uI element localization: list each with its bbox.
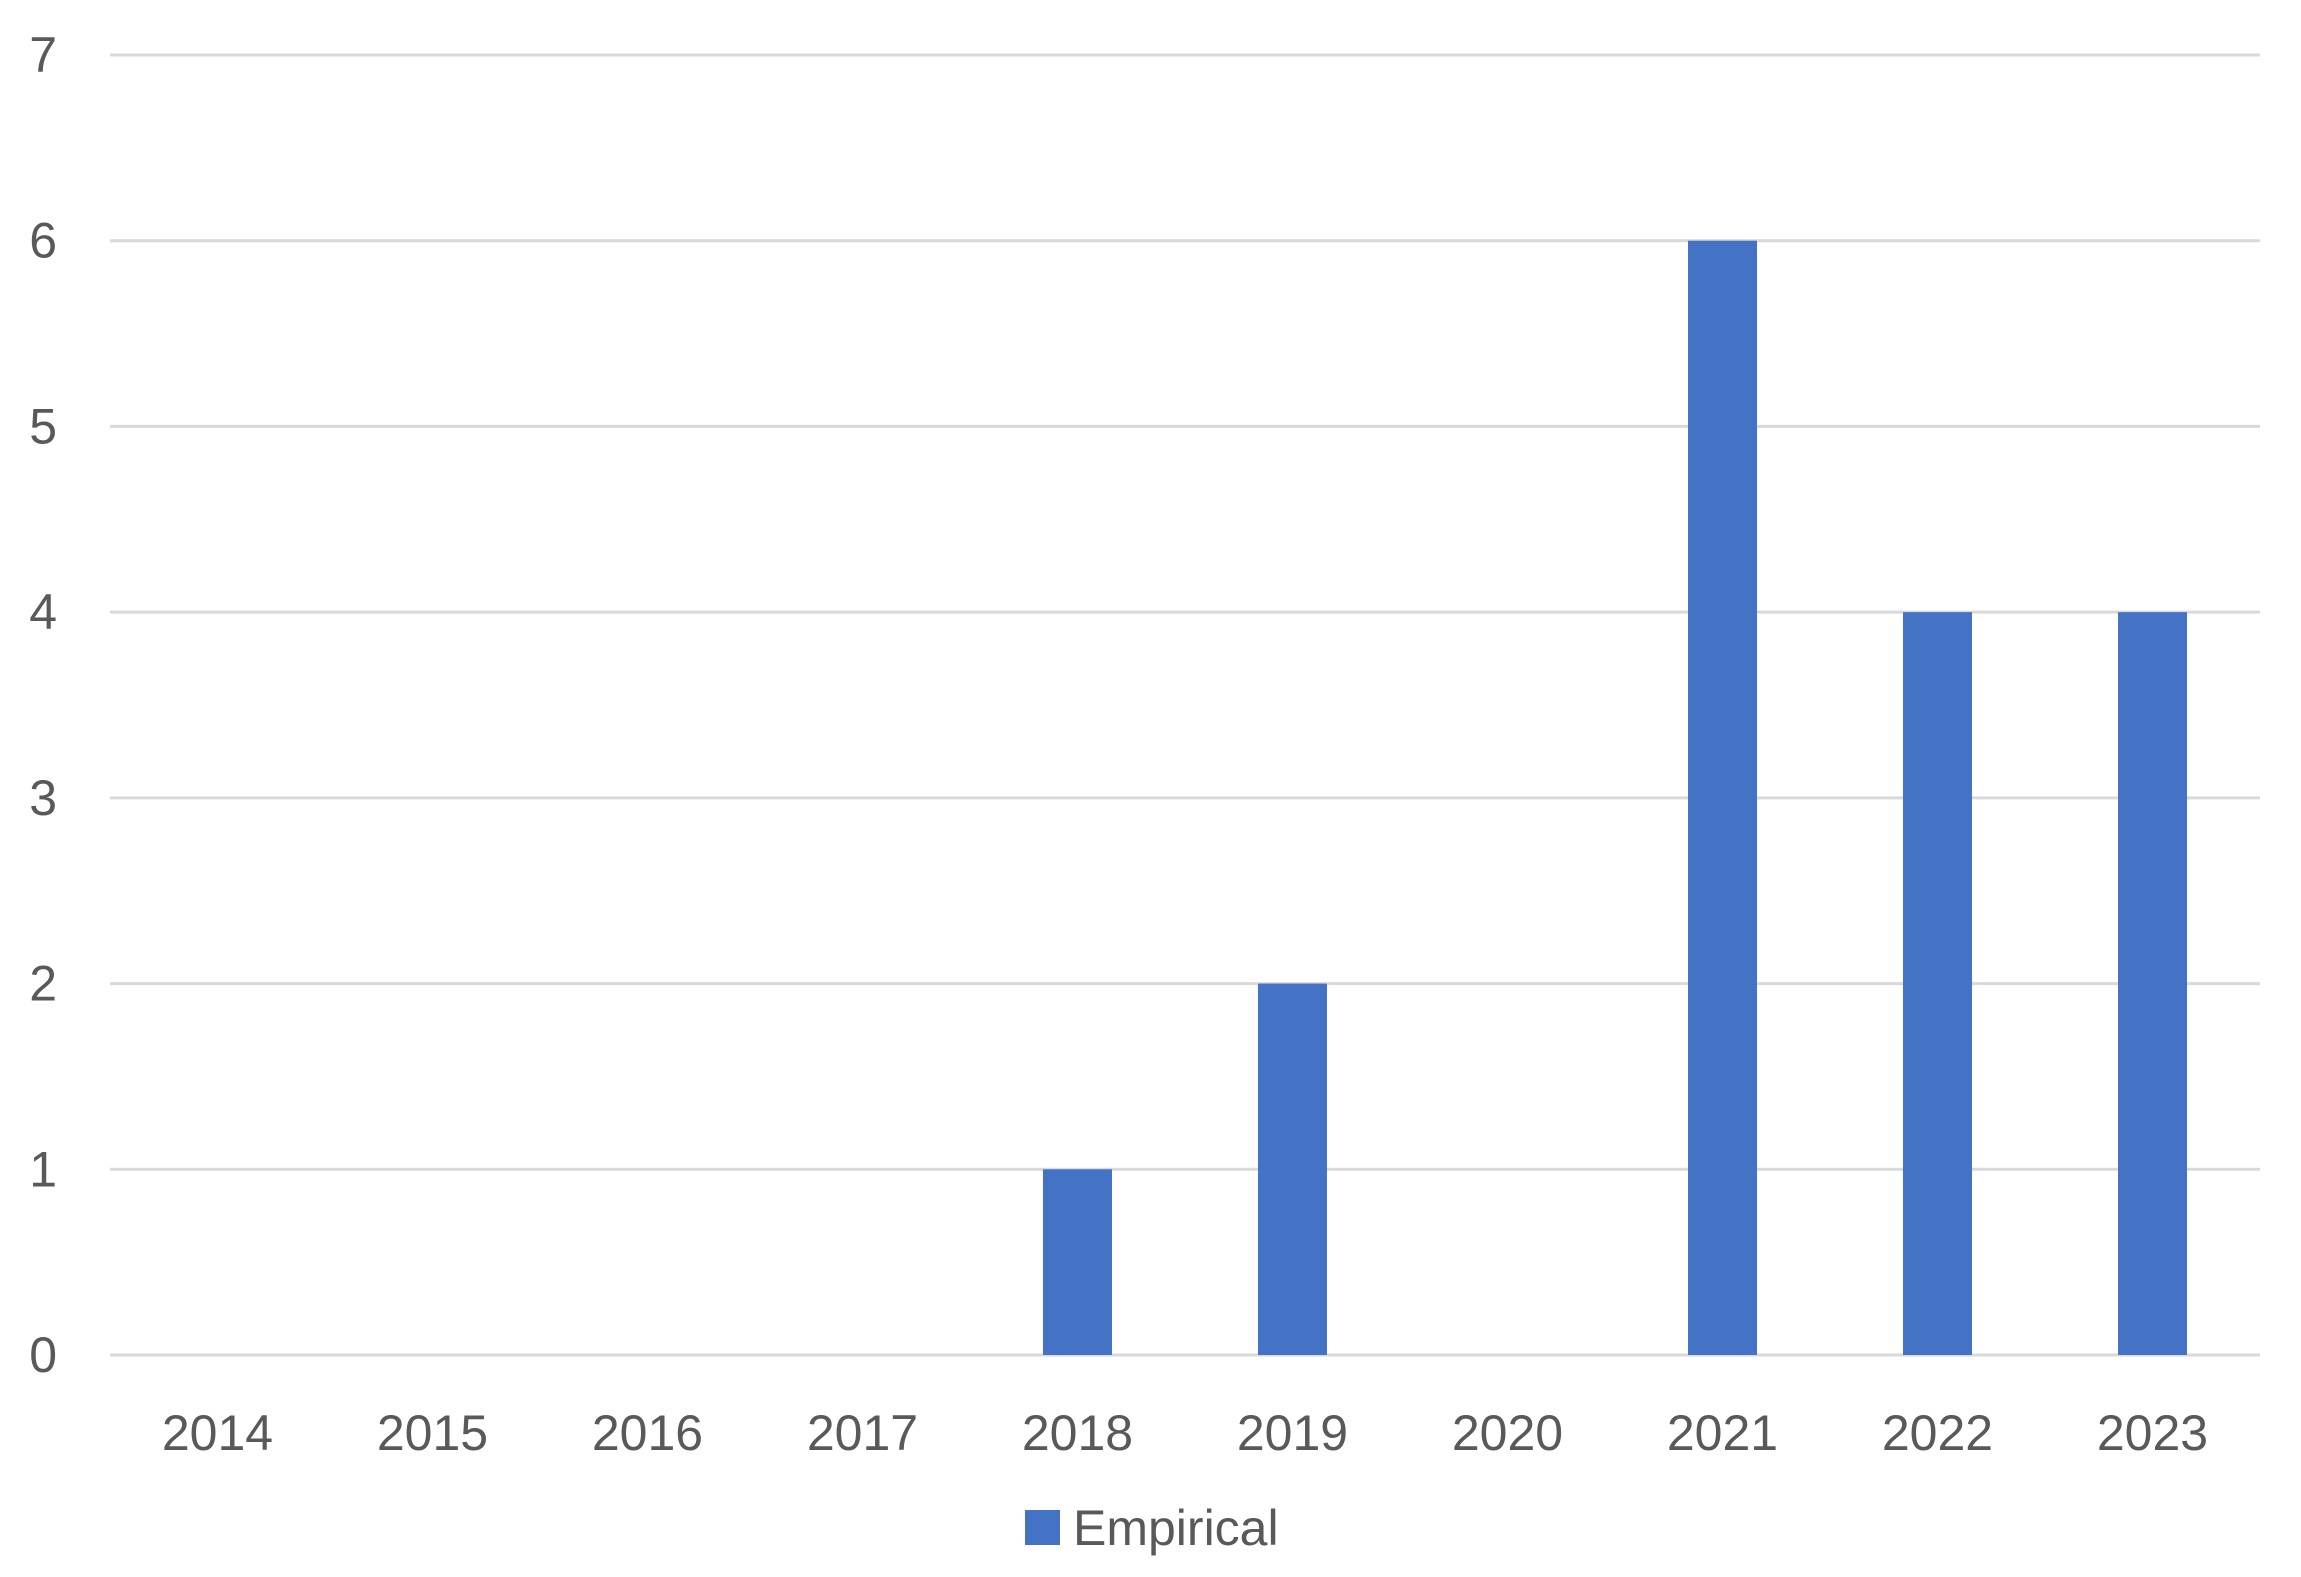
x-axis-tick-label: 2015 — [377, 1405, 488, 1461]
x-axis-tick-label: 2020 — [1452, 1405, 1563, 1461]
bar-2021 — [1688, 240, 1757, 1356]
legend-swatch — [1025, 1510, 1060, 1545]
y-axis-tick-label: 4 — [29, 584, 57, 640]
bar-2018 — [1043, 1169, 1112, 1355]
y-axis-tick-label: 5 — [29, 398, 57, 454]
y-axis-tick-label: 3 — [29, 770, 57, 826]
x-axis-tick-label: 2018 — [1022, 1405, 1133, 1461]
x-axis-tick-label: 2022 — [1882, 1405, 1993, 1461]
bar-2019 — [1258, 983, 1327, 1355]
y-axis-tick-label: 2 — [29, 956, 57, 1012]
y-axis-tick-label: 6 — [29, 213, 57, 269]
y-axis-tick-label: 0 — [29, 1327, 57, 1383]
legend-label: Empirical — [1073, 1500, 1279, 1556]
x-axis-tick-label: 2023 — [2097, 1405, 2208, 1461]
y-axis-tick-label: 1 — [29, 1141, 57, 1197]
x-axis-tick-label: 2014 — [162, 1405, 273, 1461]
x-axis-tick-label: 2021 — [1667, 1405, 1778, 1461]
bar-2022 — [1903, 612, 1972, 1355]
x-axis-tick-label: 2019 — [1237, 1405, 1348, 1461]
bar-2023 — [2118, 612, 2187, 1355]
y-axis-tick-label: 7 — [29, 27, 57, 83]
x-axis-tick-label: 2017 — [807, 1405, 918, 1461]
x-axis-tick-label: 2016 — [592, 1405, 703, 1461]
